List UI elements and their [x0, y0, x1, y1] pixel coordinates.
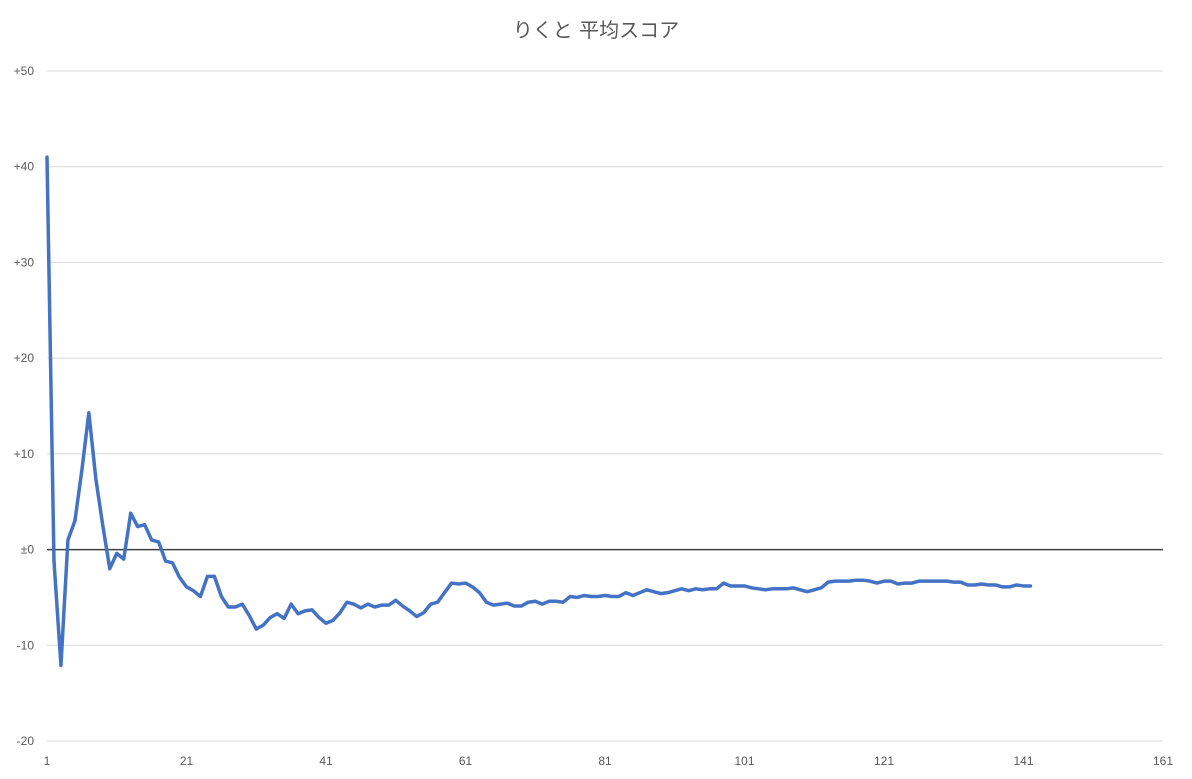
y-tick-label: +20 — [14, 351, 35, 365]
y-tick-label: +50 — [14, 64, 35, 78]
x-tick-label: 121 — [874, 754, 894, 768]
x-tick-label: 81 — [598, 754, 612, 768]
y-tick-label: +30 — [14, 255, 35, 269]
x-tick-label: 61 — [459, 754, 473, 768]
y-axis-tick-labels: -20 -10 ±0 +10 +20 +30 +40 +50 — [14, 64, 35, 748]
y-tick-label: +40 — [14, 160, 35, 174]
chart-title: りくと 平均スコア — [513, 18, 679, 42]
x-tick-label: 21 — [180, 754, 194, 768]
gridlines — [47, 70, 1163, 742]
x-tick-label: 41 — [319, 754, 333, 768]
y-tick-label: ±0 — [21, 543, 35, 557]
series-layer — [45, 155, 1033, 668]
y-tick-label: -20 — [17, 734, 35, 748]
x-tick-label: 1 — [44, 754, 51, 768]
y-tick-label: +10 — [14, 447, 35, 461]
x-tick-label: 101 — [734, 754, 754, 768]
x-tick-label: 141 — [1013, 754, 1033, 768]
x-tick-label: 161 — [1153, 754, 1173, 768]
series-line — [45, 155, 1033, 668]
x-axis-tick-labels: 1 21 41 61 81 101 121 141 161 — [44, 754, 1174, 768]
y-tick-label: -10 — [17, 638, 35, 652]
